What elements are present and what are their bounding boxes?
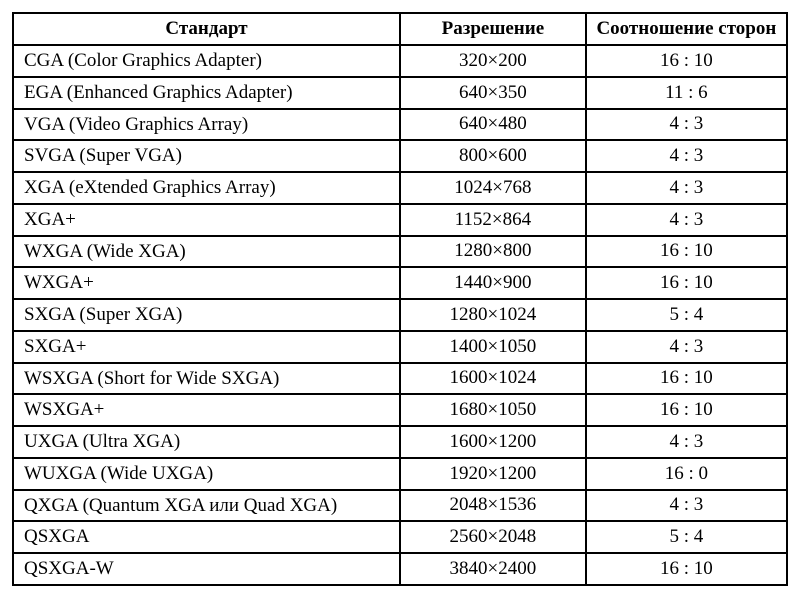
- cell-standard: WUXGA (Wide UXGA): [13, 458, 400, 490]
- cell-resolution: 1280×800: [400, 236, 586, 268]
- cell-resolution: 2560×2048: [400, 521, 586, 553]
- table-row: WSXGA (Short for Wide SXGA)1600×102416 :…: [13, 363, 787, 395]
- cell-standard: CGA (Color Graphics Adapter): [13, 45, 400, 77]
- cell-standard: WXGA (Wide XGA): [13, 236, 400, 268]
- table-row: UXGA (Ultra XGA)1600×12004 : 3: [13, 426, 787, 458]
- table-row: XGA+1152×8644 : 3: [13, 204, 787, 236]
- cell-ratio: 16 : 10: [586, 553, 787, 585]
- table-row: WXGA+1440×90016 : 10: [13, 267, 787, 299]
- cell-resolution: 1024×768: [400, 172, 586, 204]
- table-row: XGA (eXtended Graphics Array)1024×7684 :…: [13, 172, 787, 204]
- col-header-ratio: Соотношение сторон: [586, 13, 787, 45]
- cell-ratio: 4 : 3: [586, 490, 787, 522]
- cell-resolution: 3840×2400: [400, 553, 586, 585]
- cell-resolution: 1920×1200: [400, 458, 586, 490]
- cell-resolution: 1400×1050: [400, 331, 586, 363]
- cell-ratio: 4 : 3: [586, 109, 787, 141]
- cell-standard: WXGA+: [13, 267, 400, 299]
- cell-standard: QSXGA: [13, 521, 400, 553]
- cell-resolution: 1680×1050: [400, 394, 586, 426]
- cell-ratio: 5 : 4: [586, 521, 787, 553]
- cell-standard: QSXGA-W: [13, 553, 400, 585]
- cell-ratio: 4 : 3: [586, 204, 787, 236]
- cell-resolution: 1600×1200: [400, 426, 586, 458]
- cell-standard: SVGA (Super VGA): [13, 140, 400, 172]
- table-row: QSXGA2560×20485 : 4: [13, 521, 787, 553]
- cell-ratio: 4 : 3: [586, 426, 787, 458]
- cell-ratio: 16 : 10: [586, 236, 787, 268]
- cell-ratio: 16 : 10: [586, 267, 787, 299]
- table-row: SVGA (Super VGA)800×6004 : 3: [13, 140, 787, 172]
- cell-resolution: 2048×1536: [400, 490, 586, 522]
- col-header-resolution: Разрешение: [400, 13, 586, 45]
- table-body: CGA (Color Graphics Adapter)320×20016 : …: [13, 45, 787, 585]
- cell-resolution: 1600×1024: [400, 363, 586, 395]
- table-row: QSXGA-W3840×240016 : 10: [13, 553, 787, 585]
- cell-resolution: 640×480: [400, 109, 586, 141]
- cell-ratio: 16 : 10: [586, 45, 787, 77]
- cell-resolution: 1440×900: [400, 267, 586, 299]
- standards-table: Стандарт Разрешение Соотношение сторон C…: [12, 12, 788, 586]
- cell-standard: SXGA (Super XGA): [13, 299, 400, 331]
- cell-ratio: 4 : 3: [586, 331, 787, 363]
- cell-ratio: 16 : 0: [586, 458, 787, 490]
- table-row: SXGA (Super XGA)1280×10245 : 4: [13, 299, 787, 331]
- cell-standard: UXGA (Ultra XGA): [13, 426, 400, 458]
- col-header-standard: Стандарт: [13, 13, 400, 45]
- table-row: WXGA (Wide XGA)1280×80016 : 10: [13, 236, 787, 268]
- cell-ratio: 11 : 6: [586, 77, 787, 109]
- cell-ratio: 16 : 10: [586, 394, 787, 426]
- table-row: CGA (Color Graphics Adapter)320×20016 : …: [13, 45, 787, 77]
- table-row: WUXGA (Wide UXGA)1920×120016 : 0: [13, 458, 787, 490]
- table-header: Стандарт Разрешение Соотношение сторон: [13, 13, 787, 45]
- cell-standard: WSXGA (Short for Wide SXGA): [13, 363, 400, 395]
- table-row: SXGA+1400×10504 : 3: [13, 331, 787, 363]
- cell-standard: XGA+: [13, 204, 400, 236]
- table-row: WSXGA+1680×105016 : 10: [13, 394, 787, 426]
- cell-ratio: 5 : 4: [586, 299, 787, 331]
- table-row: VGA (Video Graphics Array)640×4804 : 3: [13, 109, 787, 141]
- cell-resolution: 1280×1024: [400, 299, 586, 331]
- cell-standard: VGA (Video Graphics Array): [13, 109, 400, 141]
- cell-standard: EGA (Enhanced Graphics Adapter): [13, 77, 400, 109]
- cell-standard: SXGA+: [13, 331, 400, 363]
- cell-ratio: 4 : 3: [586, 172, 787, 204]
- cell-resolution: 1152×864: [400, 204, 586, 236]
- cell-resolution: 640×350: [400, 77, 586, 109]
- cell-standard: QXGA (Quantum XGA или Quad XGA): [13, 490, 400, 522]
- table-row: QXGA (Quantum XGA или Quad XGA)2048×1536…: [13, 490, 787, 522]
- table-row: EGA (Enhanced Graphics Adapter)640×35011…: [13, 77, 787, 109]
- cell-standard: XGA (eXtended Graphics Array): [13, 172, 400, 204]
- cell-resolution: 320×200: [400, 45, 586, 77]
- cell-ratio: 16 : 10: [586, 363, 787, 395]
- cell-ratio: 4 : 3: [586, 140, 787, 172]
- cell-resolution: 800×600: [400, 140, 586, 172]
- cell-standard: WSXGA+: [13, 394, 400, 426]
